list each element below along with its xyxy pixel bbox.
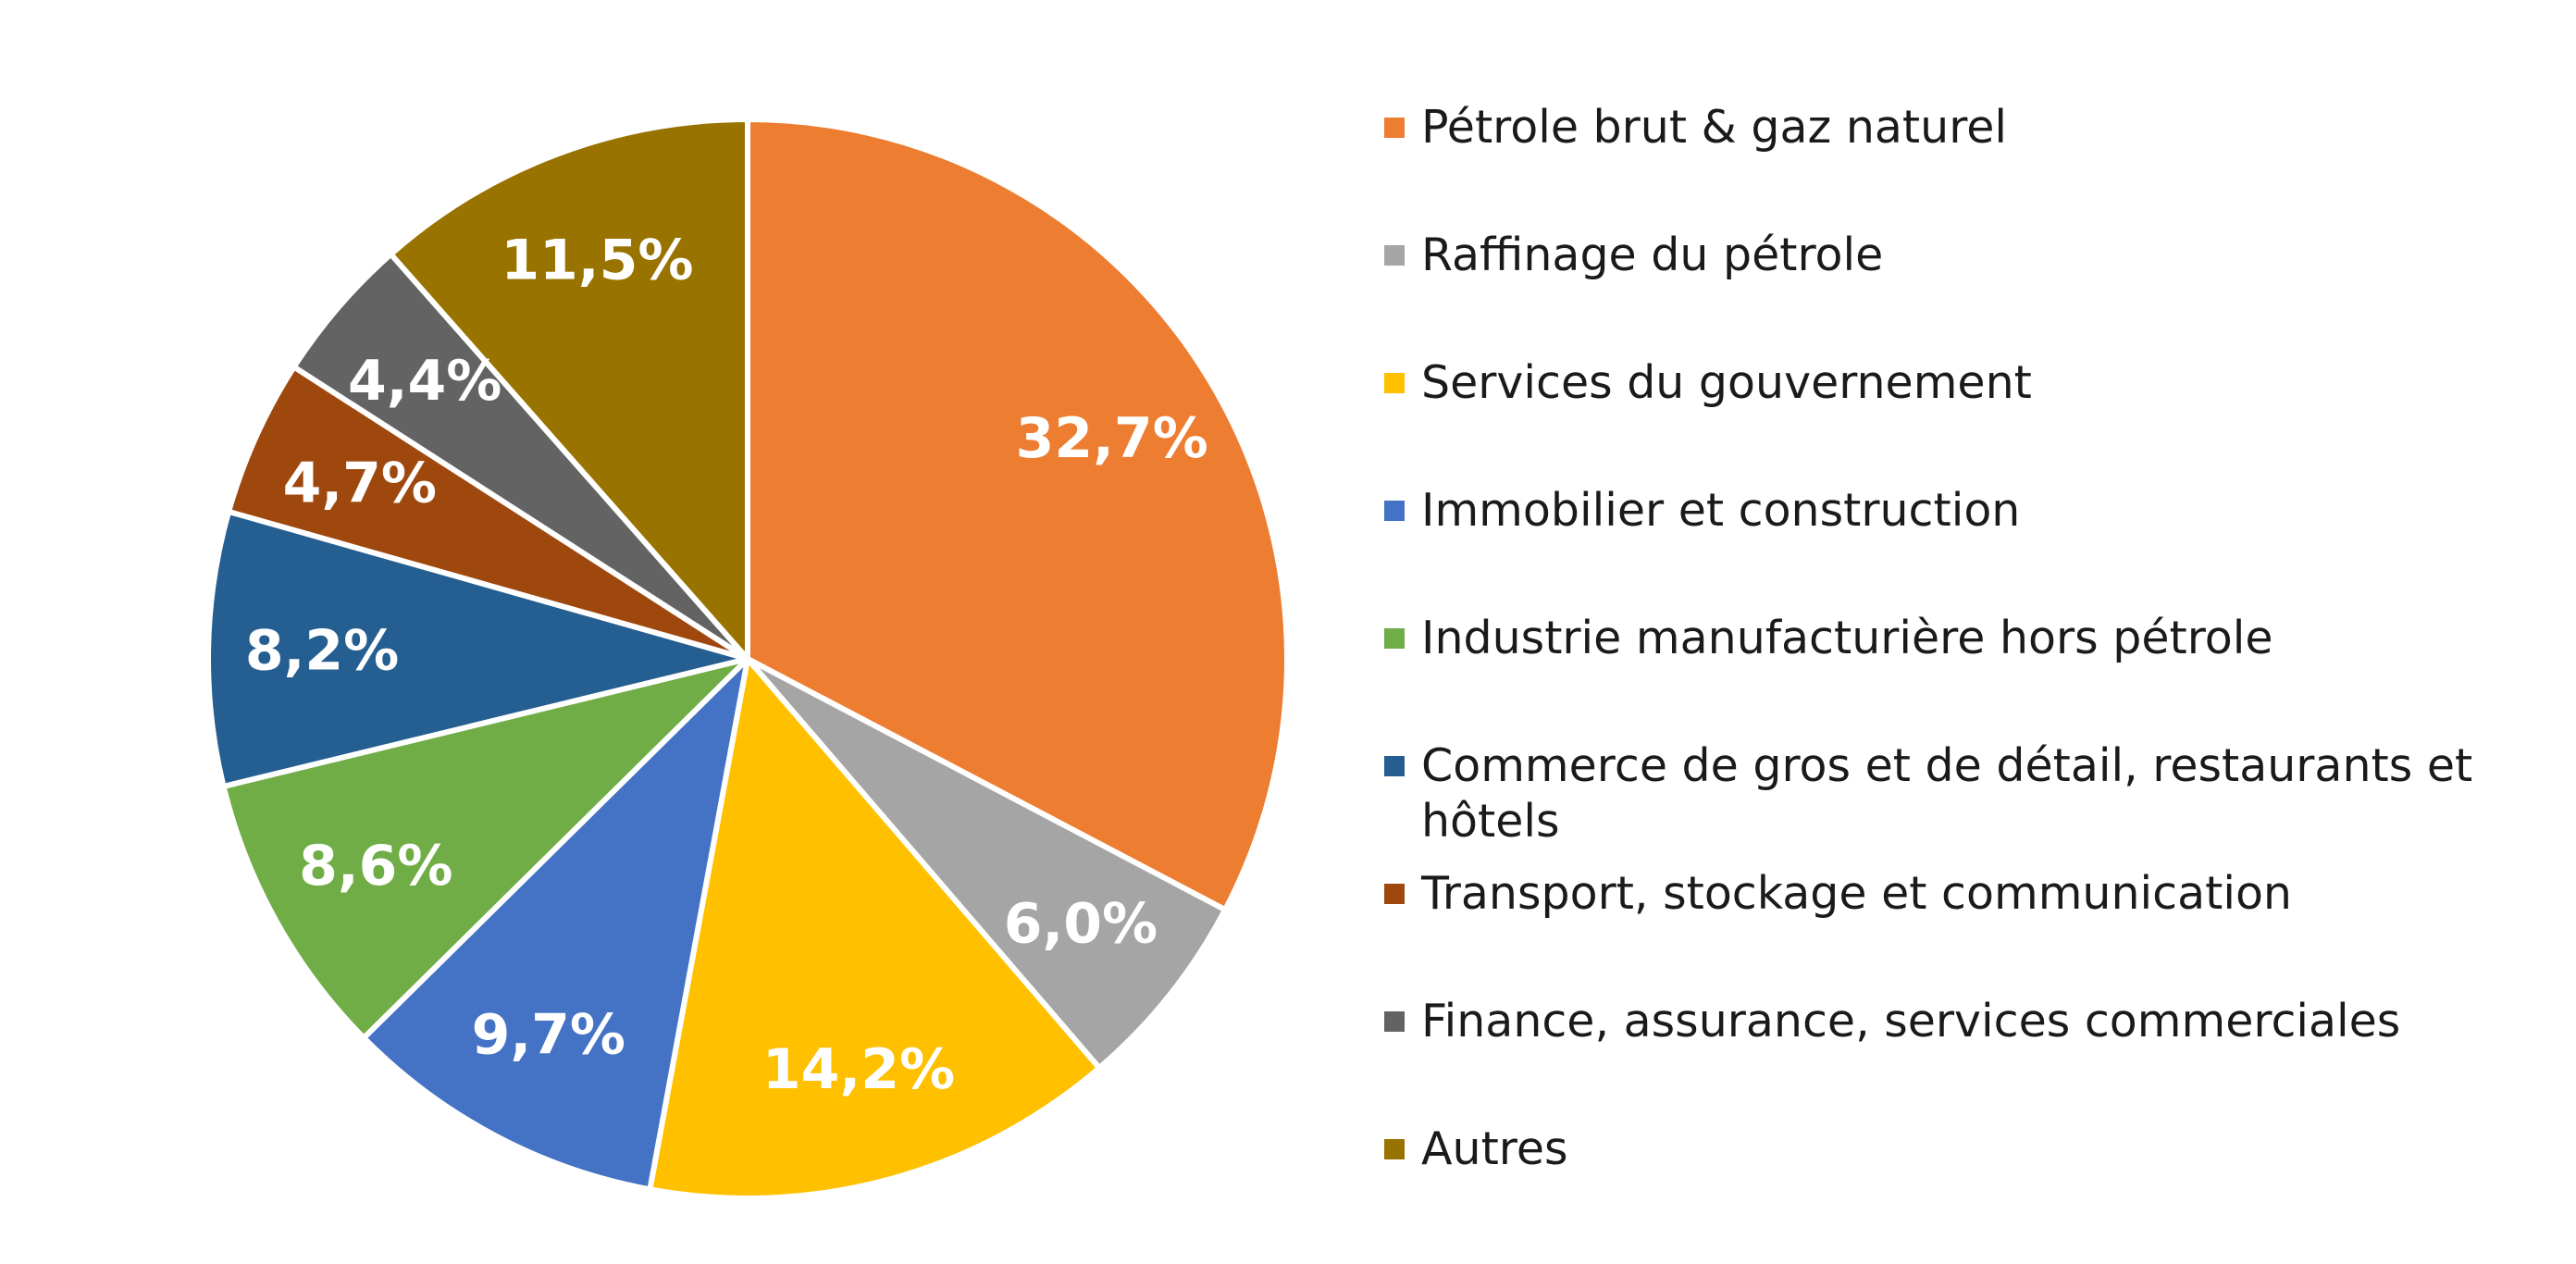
- slice-data-label: 14,2%: [762, 1037, 955, 1102]
- legend-swatch: [1384, 245, 1405, 266]
- legend-swatch: [1384, 1011, 1405, 1032]
- legend-swatch: [1384, 756, 1405, 776]
- legend-label: Raffinage du pétrole: [1421, 229, 1884, 281]
- pie-slice: [388, 117, 750, 662]
- pie-slice: [745, 117, 1290, 913]
- legend-swatch: [1384, 118, 1405, 138]
- legend-label: Autres: [1421, 1122, 1568, 1175]
- legend-swatch: [1384, 501, 1405, 521]
- pie-data-labels: 32,7% 6,0% 14,2% 9,7% 8,6% 8,2% 4,7% 4,4% 11,5%: [245, 229, 1208, 1102]
- legend-swatch: [1384, 884, 1405, 904]
- legend-label: Pétrole brut & gaz naturel: [1421, 101, 2008, 154]
- pie-slice: [361, 656, 750, 1193]
- pie-slice: [226, 364, 750, 662]
- slice-data-label: 11,5%: [501, 229, 693, 293]
- slice-data-label: 8,6%: [299, 834, 452, 898]
- pie-slice: [220, 656, 750, 1041]
- slice-data-label: 4,7%: [283, 452, 437, 516]
- legend-label: Transport, stockage et communication: [1421, 867, 2292, 920]
- pie-slice: [647, 656, 1103, 1201]
- legend-label: Services du gouvernement: [1421, 356, 2032, 409]
- pie-slice: [745, 656, 1229, 1072]
- legend-label: Immobilier et construction: [1421, 484, 2021, 537]
- pie-slices: [205, 117, 1290, 1201]
- legend-label: Commerce de gros et de détail, restauran…: [1421, 739, 2473, 848]
- legend-swatch: [1384, 1139, 1405, 1159]
- legend-label: Finance, assurance, services commerciale…: [1421, 995, 2401, 1047]
- legend-swatch: [1384, 628, 1405, 649]
- pie-slice: [205, 508, 750, 789]
- slice-data-label: 8,2%: [245, 618, 399, 683]
- slice-data-label: 9,7%: [472, 1003, 625, 1068]
- slice-data-label: 32,7%: [1016, 406, 1208, 471]
- slice-data-label: 6,0%: [1004, 892, 1158, 957]
- legend-label: Industrie manufacturière hors pétrole: [1421, 612, 2273, 664]
- slice-data-label: 4,4%: [348, 349, 502, 414]
- legend-swatch: [1384, 373, 1405, 393]
- pie-slice: [291, 251, 750, 662]
